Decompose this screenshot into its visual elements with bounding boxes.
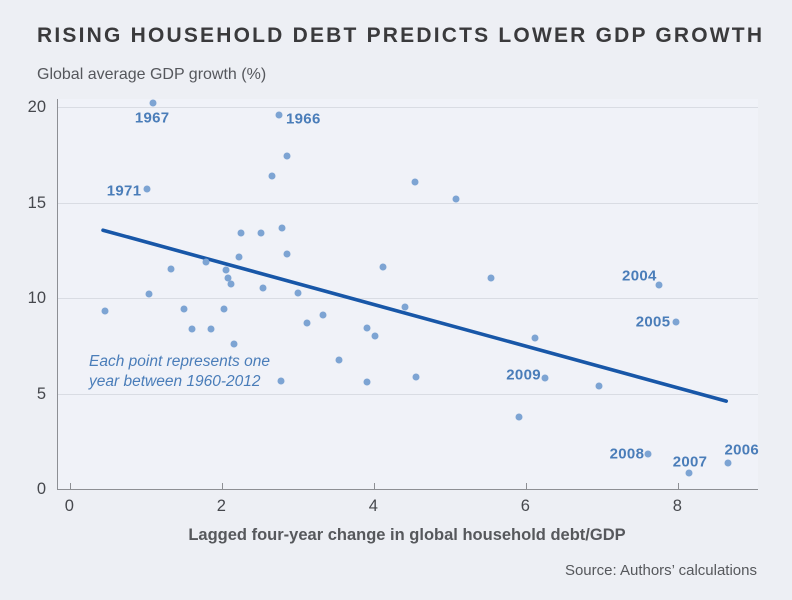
- data-point: [235, 253, 243, 261]
- data-point: [515, 413, 523, 421]
- data-point: [257, 229, 265, 237]
- data-point: [335, 356, 343, 364]
- x-tick-label: 6: [520, 497, 530, 515]
- data-point: [227, 280, 235, 288]
- data-point: [230, 340, 238, 348]
- year-label-1966: 1966: [286, 110, 321, 128]
- data-point: [222, 266, 230, 274]
- data-point: [379, 263, 387, 271]
- data-point: [145, 290, 153, 298]
- x-tick-label: 8: [672, 497, 682, 515]
- data-point: [363, 378, 371, 386]
- trendline: [101, 228, 729, 403]
- year-label-2008: 2008: [609, 445, 645, 463]
- gridline: [58, 298, 758, 299]
- data-point: [595, 382, 603, 390]
- data-point: [412, 373, 420, 381]
- x-tick-mark: [678, 483, 680, 489]
- x-tick-mark: [374, 483, 376, 489]
- data-point: [101, 307, 108, 315]
- data-point: [303, 319, 311, 327]
- y-axis-unit-label: Global average GDP growth (%): [37, 66, 267, 83]
- data-point: [237, 229, 245, 237]
- x-tick-label: 0: [64, 497, 74, 515]
- data-point: [452, 195, 460, 203]
- data-point: [283, 250, 291, 258]
- data-point-1971: [143, 185, 151, 193]
- annotation-line-2: year between 1960-2012: [89, 372, 261, 390]
- year-label-1967: 1967: [134, 109, 170, 127]
- data-point: [278, 224, 286, 232]
- data-point-2004: [655, 281, 663, 289]
- data-point: [207, 325, 215, 333]
- data-point: [202, 258, 210, 266]
- data-point: [188, 325, 196, 333]
- y-tick-label: 15: [27, 193, 46, 212]
- gridline: [58, 202, 758, 204]
- x-tick-label: 4: [368, 497, 378, 515]
- year-label-2005: 2005: [635, 313, 671, 331]
- x-tick-label: 2: [216, 497, 226, 515]
- data-point: [411, 178, 419, 186]
- data-point-2009: [541, 374, 549, 382]
- data-point-2005: [672, 318, 680, 326]
- year-label-2007: 2007: [672, 453, 708, 471]
- data-point-1966: [275, 111, 283, 119]
- data-point: [277, 377, 285, 385]
- x-tick-mark: [222, 483, 224, 489]
- plot-area: Each point represents one year between 1…: [57, 99, 760, 490]
- x-tick-mark: [70, 483, 72, 489]
- data-point-2008: [644, 450, 652, 458]
- year-label-1971: 1971: [106, 182, 142, 200]
- year-label-2009: 2009: [506, 366, 541, 384]
- data-point-2007: [685, 469, 693, 477]
- year-label-2004: 2004: [622, 267, 657, 285]
- chart-title: RISING HOUSEHOLD DEBT PREDICTS LOWER GDP…: [37, 24, 765, 47]
- data-point: [224, 274, 232, 282]
- data-point-1967: [149, 99, 157, 107]
- annotation: Each point represents one year between 1…: [89, 352, 270, 391]
- annotation-line-1: Each point represents one: [89, 353, 270, 370]
- y-tick-label: 20: [27, 98, 46, 117]
- source-credit: Source: Authors’ calculations: [564, 562, 757, 579]
- data-point: [401, 303, 409, 311]
- data-point: [487, 274, 495, 282]
- data-point: [180, 305, 188, 313]
- data-point: [259, 284, 267, 291]
- data-point: [531, 334, 539, 342]
- data-point: [319, 311, 327, 319]
- y-tick-label: 10: [27, 289, 46, 307]
- data-point: [283, 152, 291, 160]
- gridline: [58, 107, 758, 109]
- data-point: [268, 172, 276, 180]
- y-tick-label: 5: [36, 384, 46, 403]
- data-point: [371, 332, 379, 340]
- data-point: [363, 324, 371, 332]
- data-point-2006: [724, 459, 732, 467]
- data-point: [220, 305, 228, 313]
- data-point: [167, 265, 175, 273]
- data-point: [294, 289, 302, 297]
- gridline: [58, 393, 758, 395]
- year-label-2006: 2006: [724, 441, 760, 459]
- x-axis-title: Lagged four-year change in global househ…: [188, 526, 626, 544]
- x-tick-mark: [526, 483, 528, 489]
- y-tick-label: 0: [36, 480, 46, 498]
